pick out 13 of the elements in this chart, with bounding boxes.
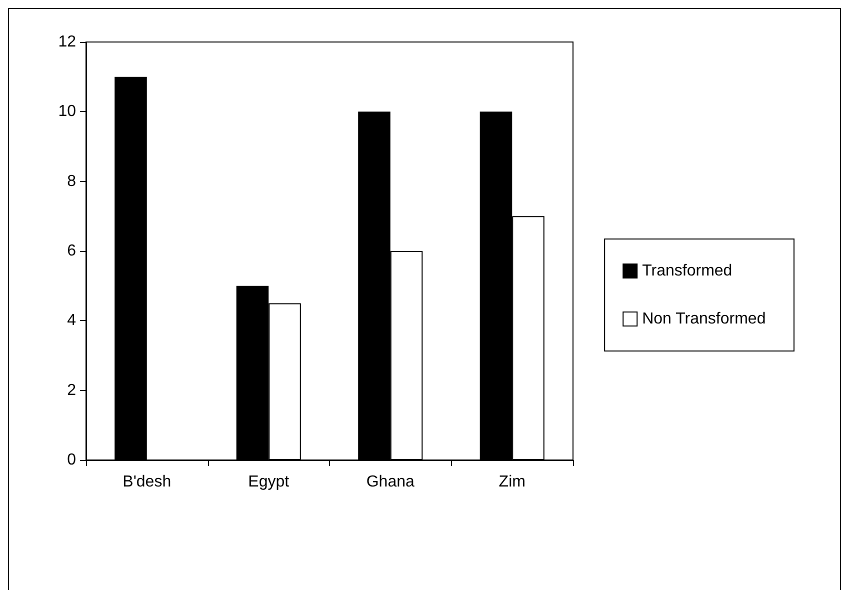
- y-tick-label: 4: [67, 312, 76, 330]
- y-tick-label: 8: [67, 172, 76, 190]
- x-tick-label: Ghana: [366, 474, 414, 490]
- x-tick-label: B'desh: [122, 474, 172, 490]
- y-tick-label: 0: [67, 452, 76, 468]
- y-tick-label: 2: [67, 382, 76, 399]
- y-tick-label: 12: [58, 34, 76, 50]
- legend-label: Transformed: [642, 262, 732, 280]
- y-tick-label: 6: [67, 242, 76, 260]
- legend-label: Non Transformed: [642, 310, 766, 328]
- x-tick-label: Zim: [498, 474, 526, 490]
- x-tick-label: Egypt: [248, 474, 290, 490]
- y-tick-label: 10: [58, 103, 76, 120]
